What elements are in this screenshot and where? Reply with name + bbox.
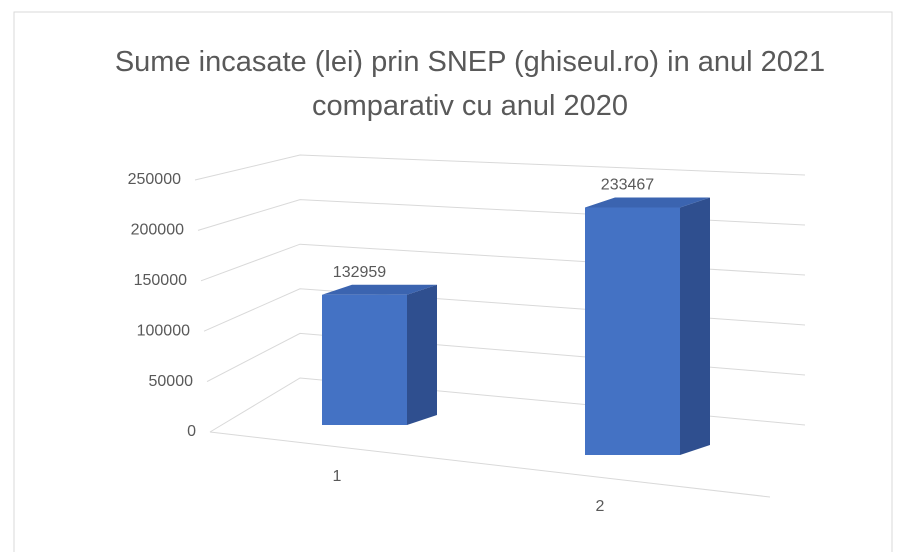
- grid-line: [194, 154, 806, 181]
- y-tick-label: 50000: [149, 373, 194, 390]
- x-tick-label: 2: [596, 498, 605, 515]
- bar: [585, 197, 710, 456]
- chart-title: Sume incasate (lei) prin SNEP (ghiseul.r…: [114, 46, 826, 122]
- y-tick-label: 0: [187, 423, 196, 440]
- bar-top: [322, 284, 437, 295]
- y-tick-label: 250000: [128, 171, 181, 188]
- y-tick-label: 150000: [134, 272, 187, 289]
- y-tick-label: 100000: [137, 322, 190, 339]
- bar-front: [322, 294, 407, 425]
- bar-side: [407, 284, 437, 425]
- x-tick-label: 1: [333, 468, 342, 485]
- data-label: 132959: [333, 264, 386, 281]
- data-label: 233467: [601, 177, 654, 194]
- bar-front: [585, 207, 680, 455]
- bar: [322, 284, 437, 425]
- bar-top: [585, 197, 710, 208]
- floor-edge: [209, 431, 771, 498]
- y-tick-label: 200000: [131, 222, 184, 239]
- chart-frame: [13, 11, 893, 552]
- bar-side: [680, 197, 710, 456]
